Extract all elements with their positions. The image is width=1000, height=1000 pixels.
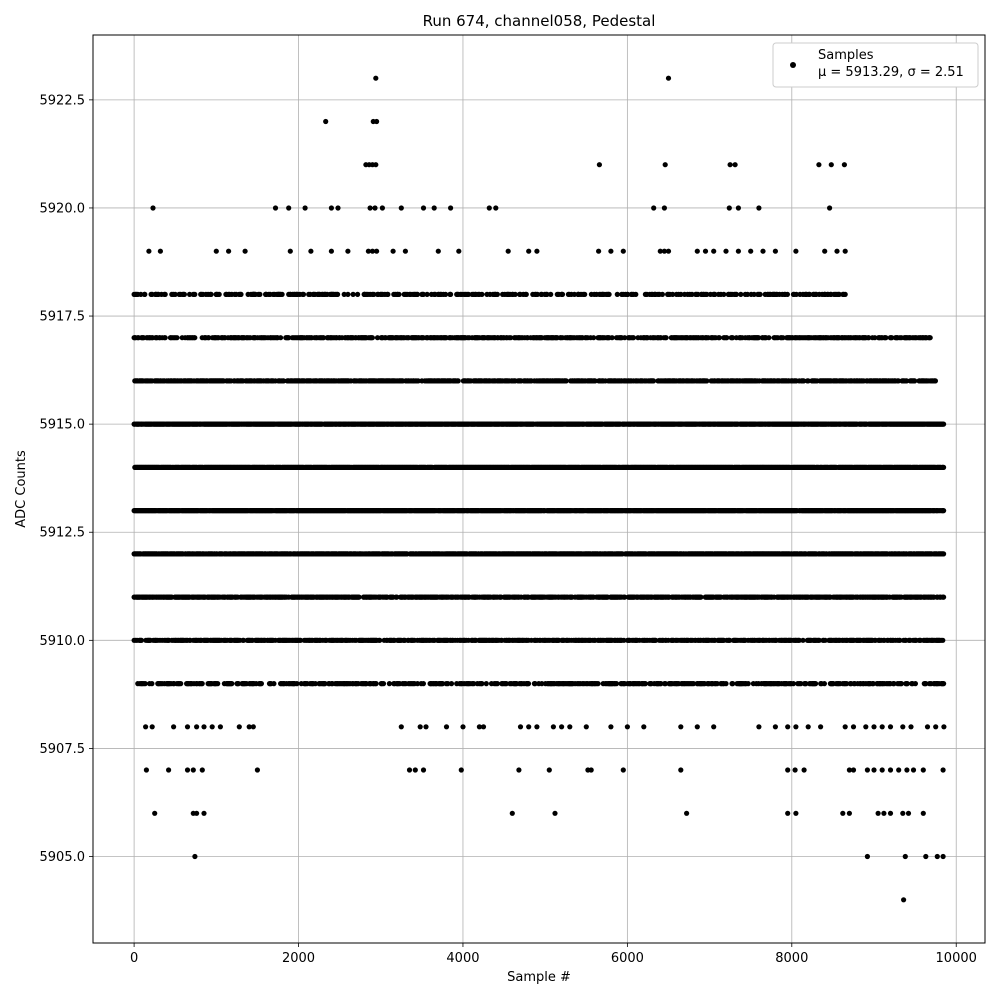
data-point	[805, 378, 811, 384]
data-point	[374, 335, 381, 341]
data-points	[131, 75, 947, 903]
data-point	[206, 335, 212, 341]
data-point	[895, 378, 902, 384]
data-point	[866, 335, 872, 341]
data-point	[592, 378, 598, 384]
data-point	[162, 335, 168, 341]
data-point	[941, 508, 947, 514]
data-point	[630, 335, 637, 341]
data-point	[650, 378, 657, 384]
data-point	[609, 335, 615, 341]
data-point	[883, 335, 889, 341]
data-point	[704, 378, 710, 384]
data-point	[927, 335, 933, 341]
data-point	[563, 378, 569, 384]
data-point	[941, 421, 947, 427]
data-point	[724, 335, 730, 341]
data-point	[508, 335, 514, 341]
data-point	[455, 378, 461, 384]
data-point	[622, 335, 628, 341]
data-point	[872, 335, 878, 341]
data-point	[369, 335, 375, 341]
data-point	[415, 378, 421, 384]
data-point	[889, 335, 895, 341]
data-point	[320, 335, 327, 341]
data-point	[286, 335, 292, 341]
data-point	[904, 378, 910, 384]
data-point	[663, 335, 669, 341]
data-point	[912, 378, 918, 384]
data-point	[281, 378, 287, 384]
data-point	[730, 335, 736, 341]
data-point	[801, 378, 807, 384]
data-point	[941, 464, 947, 470]
data-point	[192, 335, 198, 341]
data-point	[174, 335, 180, 341]
data-point	[591, 335, 597, 341]
data-point	[780, 335, 786, 341]
data-point	[278, 335, 284, 341]
data-point	[716, 335, 723, 341]
data-point	[756, 335, 762, 341]
data-point	[766, 335, 772, 341]
data-point	[932, 378, 939, 384]
